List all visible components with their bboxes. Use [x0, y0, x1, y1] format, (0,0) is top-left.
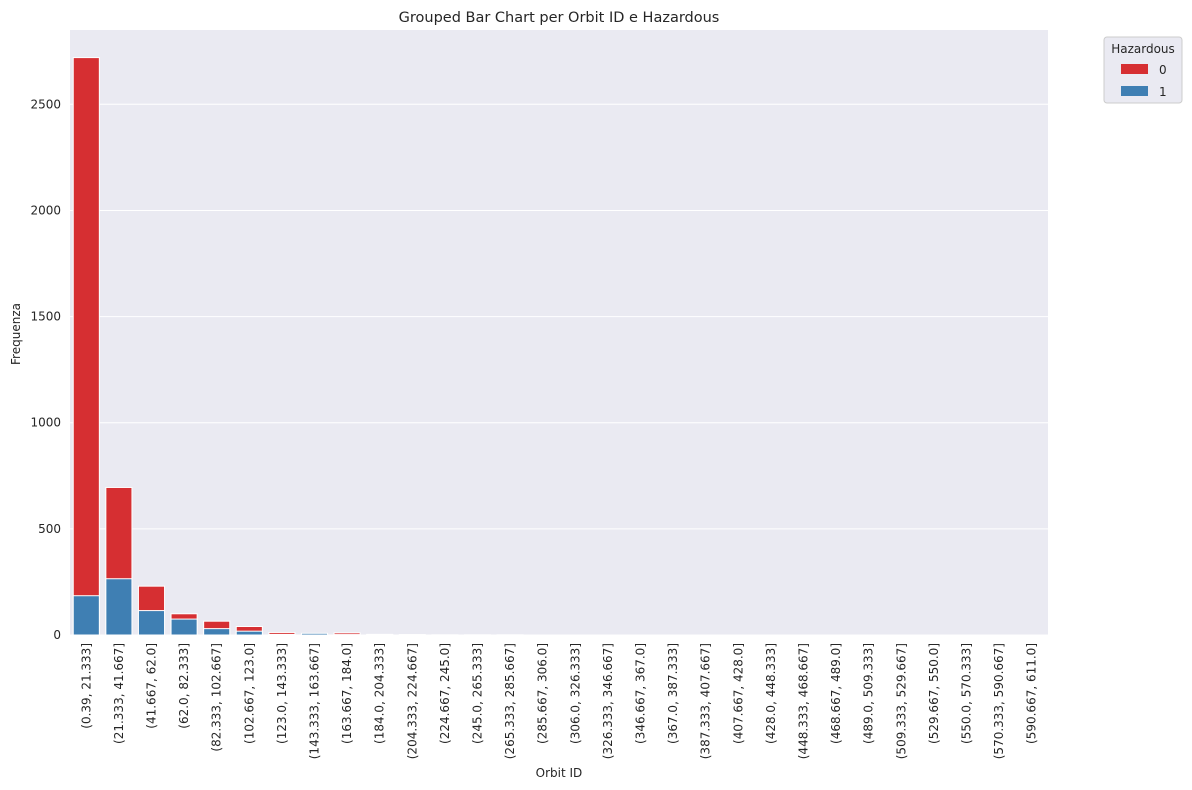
legend-swatch-1	[1121, 86, 1148, 96]
x-tick-label: (529.667, 550.0]	[927, 643, 941, 744]
x-tick-label: (570.333, 590.667]	[992, 643, 1006, 759]
legend: Hazardous 0 1	[1103, 36, 1183, 104]
x-tick-label: (265.333, 285.667]	[503, 643, 517, 759]
x-tick-label: (306.0, 326.333]	[568, 643, 582, 744]
x-tick-label: (489.0, 509.333]	[862, 643, 876, 744]
plot-background	[70, 30, 1048, 635]
x-tick-labels: (0.39, 21.333] (21.333, 41.667] (41.667, 6…	[79, 643, 1038, 759]
x-tick-label: (448.333, 468.667]	[797, 643, 811, 759]
x-tick-label: (590.667, 611.0]	[1025, 643, 1039, 744]
x-tick-label: (428.0, 448.333]	[764, 643, 778, 744]
x-tick-label: (550.0, 570.333]	[960, 643, 974, 744]
x-axis-label: Orbit ID	[536, 766, 583, 780]
bar-series-1	[203, 628, 231, 636]
bar-series-0	[72, 57, 100, 636]
legend-label-0: 0	[1159, 63, 1167, 77]
grid	[70, 103, 1048, 636]
x-tick-label: (21.333, 41.667]	[112, 643, 126, 744]
x-tick-label: (0.39, 21.333]	[79, 643, 93, 729]
x-tick-label: (387.333, 407.667]	[699, 643, 713, 759]
y-tick-label: 0	[53, 628, 61, 642]
x-tick-label: (407.667, 428.0]	[731, 643, 745, 744]
y-tick-label: 1500	[30, 310, 61, 324]
x-tick-label: (509.333, 529.667]	[894, 643, 908, 759]
x-tick-label: (204.333, 224.667]	[405, 643, 419, 759]
x-tick-label: (326.333, 346.667]	[601, 643, 615, 759]
y-tick-label: 2000	[30, 203, 61, 217]
bar-series-1	[268, 633, 296, 636]
x-tick-label: (123.0, 143.333]	[275, 643, 289, 744]
x-tick-label: (468.667, 489.0]	[829, 643, 843, 744]
x-tick-label: (62.0, 82.333]	[177, 643, 191, 729]
y-tick-label: 500	[38, 522, 61, 536]
bar-series-1	[72, 595, 100, 636]
bar-series-1	[137, 610, 166, 636]
x-tick-label: (346.667, 367.0]	[634, 643, 648, 744]
x-tick-label: (184.0, 204.333]	[373, 643, 387, 744]
y-tick-label: 1000	[30, 416, 61, 430]
x-tick-label: (82.333, 102.667]	[210, 643, 224, 752]
x-tick-label: (224.667, 245.0]	[438, 643, 452, 744]
bar-series-1	[105, 578, 133, 636]
bar-series-1	[235, 630, 263, 636]
chart-title: Grouped Bar Chart per Orbit ID e Hazardo…	[399, 10, 720, 26]
x-tick-label: (41.667, 62.0]	[145, 643, 159, 729]
legend-title: Hazardous	[1111, 42, 1175, 56]
bar-series-1	[300, 632, 329, 636]
x-tick-label: (102.667, 123.0]	[242, 643, 256, 744]
x-tick-label: (245.0, 265.333]	[471, 643, 485, 744]
y-tick-labels: 0 500 1000 1500 2000 2500	[30, 97, 61, 642]
y-tick-label: 2500	[30, 97, 61, 111]
y-axis-label: Frequenza	[9, 303, 23, 365]
legend-label-1: 1	[1159, 85, 1167, 99]
x-tick-label: (285.667, 306.0]	[536, 643, 550, 744]
x-tick-label: (143.333, 163.667]	[308, 643, 322, 759]
bar-series-1	[170, 618, 198, 636]
bars	[72, 57, 524, 636]
x-tick-label: (367.0, 387.333]	[666, 643, 680, 744]
x-tick-label: (163.667, 184.0]	[340, 643, 354, 744]
legend-swatch-0	[1121, 64, 1148, 74]
